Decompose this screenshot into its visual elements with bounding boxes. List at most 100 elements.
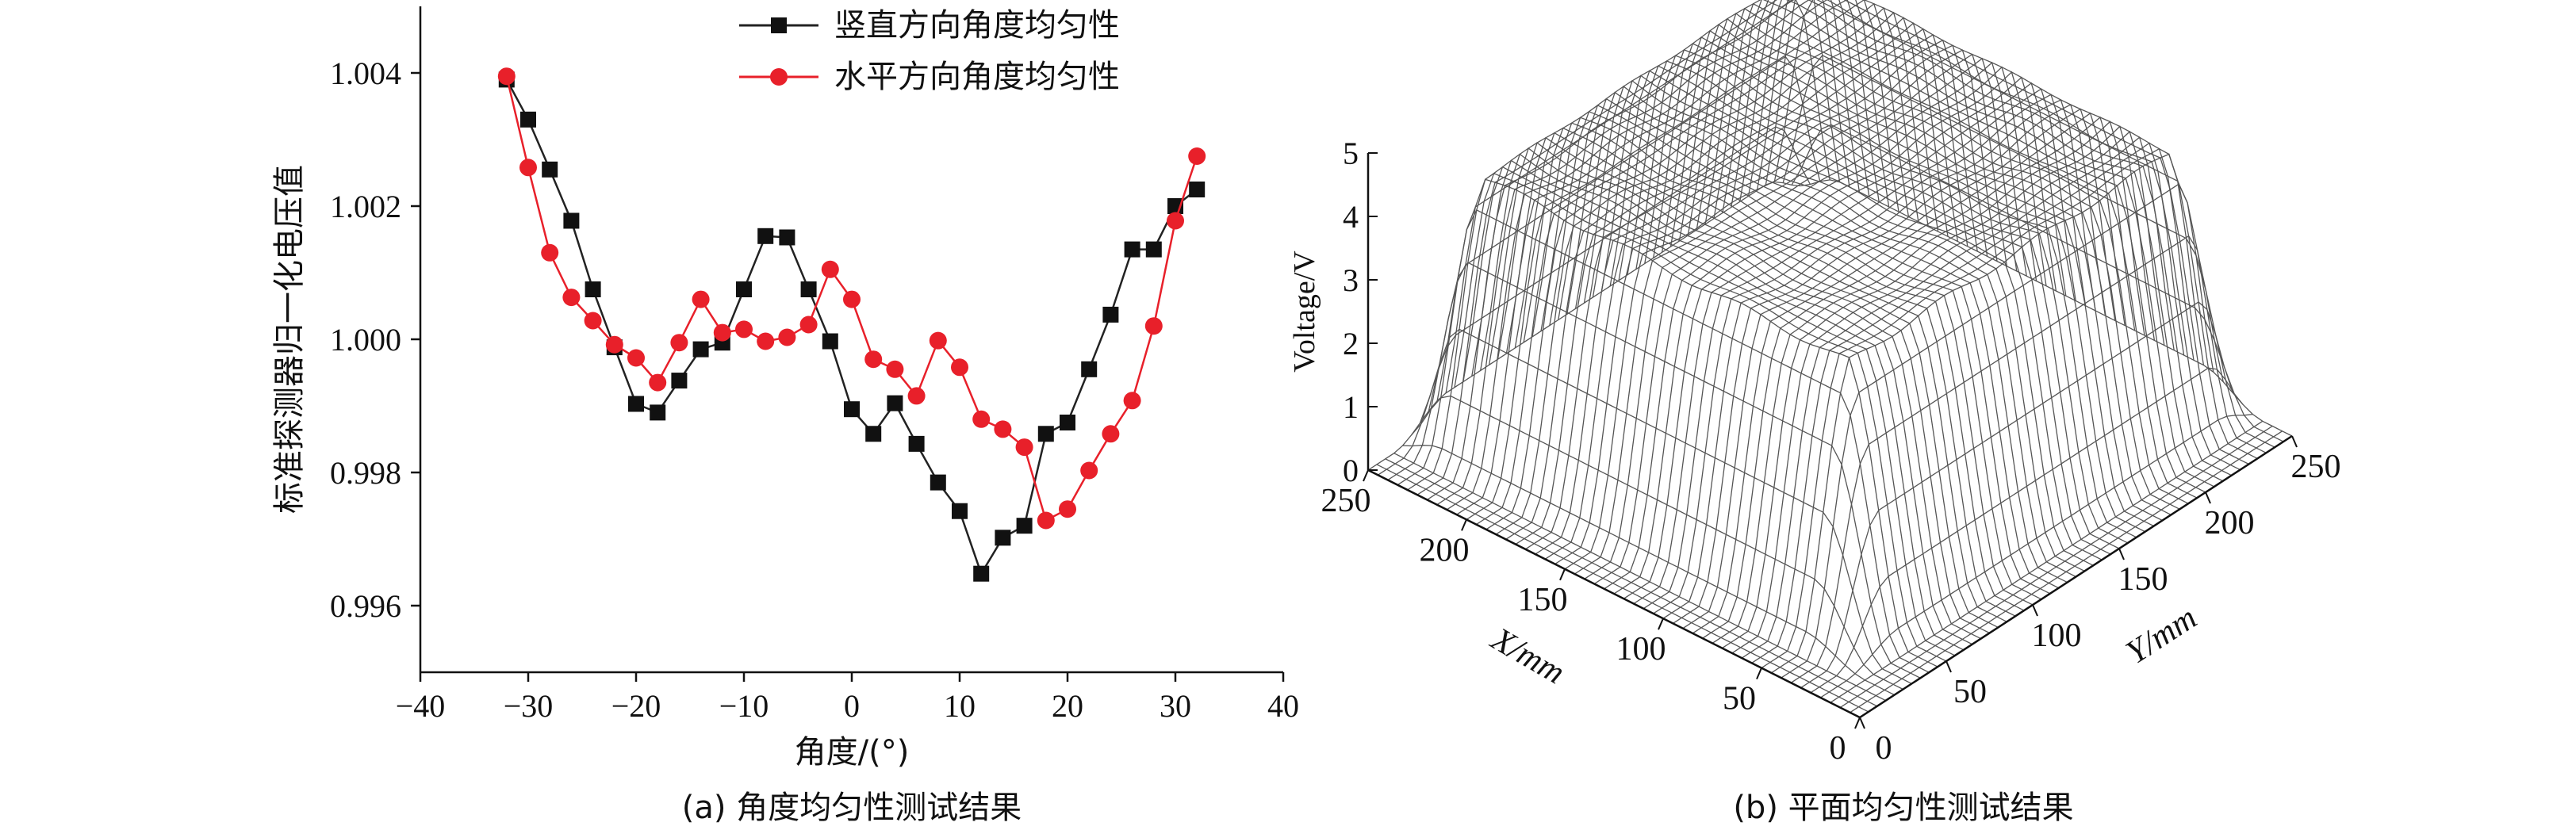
surface-gridline-x <box>1673 104 2106 624</box>
surface-gridline-y <box>1618 65 2111 555</box>
data-point-horizontal <box>627 349 645 367</box>
chart-a-y-tick-label: 0.998 <box>330 455 401 491</box>
chart-b-y-tick-label: 250 <box>2291 449 2341 485</box>
chart-b-x-tick <box>1363 469 1369 482</box>
surface-gridline-y <box>1488 147 1981 640</box>
surface-gridline-y <box>1653 43 2145 533</box>
surface-gridline-y <box>1687 17 2180 510</box>
chart-b-wireframe-surface <box>1367 0 2293 718</box>
data-point-horizontal <box>1123 392 1141 410</box>
data-point-vertical <box>952 503 968 519</box>
surface-gridline-y <box>1471 159 1965 651</box>
data-point-horizontal <box>907 387 926 405</box>
data-point-vertical <box>542 161 558 178</box>
chart-b-y-tick <box>2118 548 2125 560</box>
data-point-vertical <box>1060 415 1075 430</box>
surface-gridline-y <box>1704 7 2198 499</box>
data-point-vertical <box>757 228 774 244</box>
data-point-vertical <box>692 341 709 358</box>
chart-b-y-tick <box>2032 604 2038 617</box>
data-point-vertical <box>779 229 795 246</box>
surface-gridline-y <box>1549 110 2042 600</box>
data-point-horizontal <box>605 335 623 354</box>
data-point-horizontal <box>1037 511 1055 530</box>
data-point-horizontal <box>1167 212 1184 230</box>
chart-b-x-tick-label: 0 <box>1830 730 1846 767</box>
surface-gridline-y <box>1462 166 1956 656</box>
surface-gridline-y <box>1669 29 2163 522</box>
chart-b-x-tick <box>1756 667 1762 679</box>
chart-b-x-tick <box>1854 717 1861 729</box>
data-point-horizontal <box>649 373 667 392</box>
surface-gridline-x <box>1387 55 1821 481</box>
data-point-horizontal <box>1188 147 1206 165</box>
chart-b-y-axis-label: Y/mm <box>2120 599 2203 671</box>
surface-gridline-y <box>1773 0 2267 453</box>
legend-marker-square <box>771 17 787 33</box>
chart-b-z-tick-label: 2 <box>1343 326 1359 361</box>
surface-gridline-y <box>1678 23 2172 515</box>
legend-label-vertical: 竖直方向角度均匀性 <box>834 7 1120 44</box>
surface-gridline-y <box>1800 179 2293 437</box>
surface-gridline-y <box>1480 153 1972 645</box>
chart-a-x-tick-label: 30 <box>1160 688 1191 724</box>
surface-gridline-y <box>1739 0 2232 476</box>
chart-b-x-axis-label: X/mm <box>1484 620 1571 691</box>
chart-a-x-tick-label: −10 <box>719 688 769 724</box>
surface-gridline-y <box>1376 464 1869 713</box>
surface-gridline-y <box>1523 127 2016 617</box>
chart-b-y-tick-label: 0 <box>1876 730 1892 767</box>
chart-b-caption: (b) 平面均匀性测试结果 <box>1733 790 2073 826</box>
surface-gridline-y <box>1635 55 2129 544</box>
chart-b-y-tick-label: 100 <box>2032 618 2082 654</box>
chart-a-x-axis-label: 角度/(°) <box>795 734 910 771</box>
data-point-vertical <box>736 281 752 297</box>
legend-label-horizontal: 水平方向角度均匀性 <box>834 59 1120 95</box>
data-point-horizontal <box>735 320 753 339</box>
data-point-vertical <box>1102 306 1119 323</box>
data-point-vertical <box>650 404 666 421</box>
data-point-horizontal <box>757 332 775 350</box>
chart-b-x-tick <box>1559 568 1566 581</box>
surface-gridline-y <box>1436 209 1930 673</box>
chart-a-x-tick-label: 40 <box>1267 688 1299 724</box>
data-point-horizontal <box>929 331 947 350</box>
chart-b-x-tick-label: 100 <box>1616 631 1666 667</box>
data-point-vertical <box>1189 182 1206 197</box>
chart-a-y-axis-label: 标准探测器归一化电压值 <box>271 165 308 514</box>
data-point-horizontal <box>519 159 537 177</box>
chart-b-y-tick-label: 50 <box>1953 674 1987 710</box>
chart-b-y-axis-line <box>1859 434 2293 719</box>
chart-a-y-tick-label: 1.002 <box>330 189 401 224</box>
surface-gridline-y <box>1514 132 2007 622</box>
data-point-horizontal <box>1080 461 1098 480</box>
chart-b-z-tick-label: 3 <box>1343 262 1359 298</box>
chart-a-x-tick-label: −40 <box>396 688 446 724</box>
surface-gridline-y <box>1627 60 2120 549</box>
data-point-vertical <box>800 281 817 297</box>
surface-gridline-y <box>1505 136 1999 628</box>
chart-b-z-tick-label: 0 <box>1343 453 1359 488</box>
chart-b-z-axis-label: Voltage/V <box>1288 251 1321 373</box>
surface-gridline-y <box>1782 54 2275 448</box>
chart-b-y-tick <box>2291 435 2298 448</box>
surface-gridline-y <box>1393 453 1886 702</box>
data-point-horizontal <box>951 358 968 377</box>
surface-gridline-y <box>1574 91 2068 583</box>
data-point-horizontal <box>778 328 796 346</box>
chart-a-x-tick-label: −30 <box>504 688 554 724</box>
data-point-horizontal <box>713 323 731 342</box>
surface-gridline-y <box>1385 458 1878 707</box>
chart-b-z-tick-label: 4 <box>1343 199 1359 235</box>
chart-a-y-tick-label: 1.000 <box>330 322 401 358</box>
data-point-horizontal <box>799 316 818 334</box>
surface-gridline-y <box>1791 124 2284 442</box>
surface-gridline-y <box>1540 117 2034 606</box>
data-point-horizontal <box>692 290 710 308</box>
chart-b-z-tick-label: 5 <box>1343 136 1359 171</box>
surface-gridline-y <box>1411 395 1903 690</box>
surface-gridline-y <box>1722 0 2215 488</box>
surface-gridline-y <box>1454 172 1947 662</box>
data-point-vertical <box>930 474 946 491</box>
